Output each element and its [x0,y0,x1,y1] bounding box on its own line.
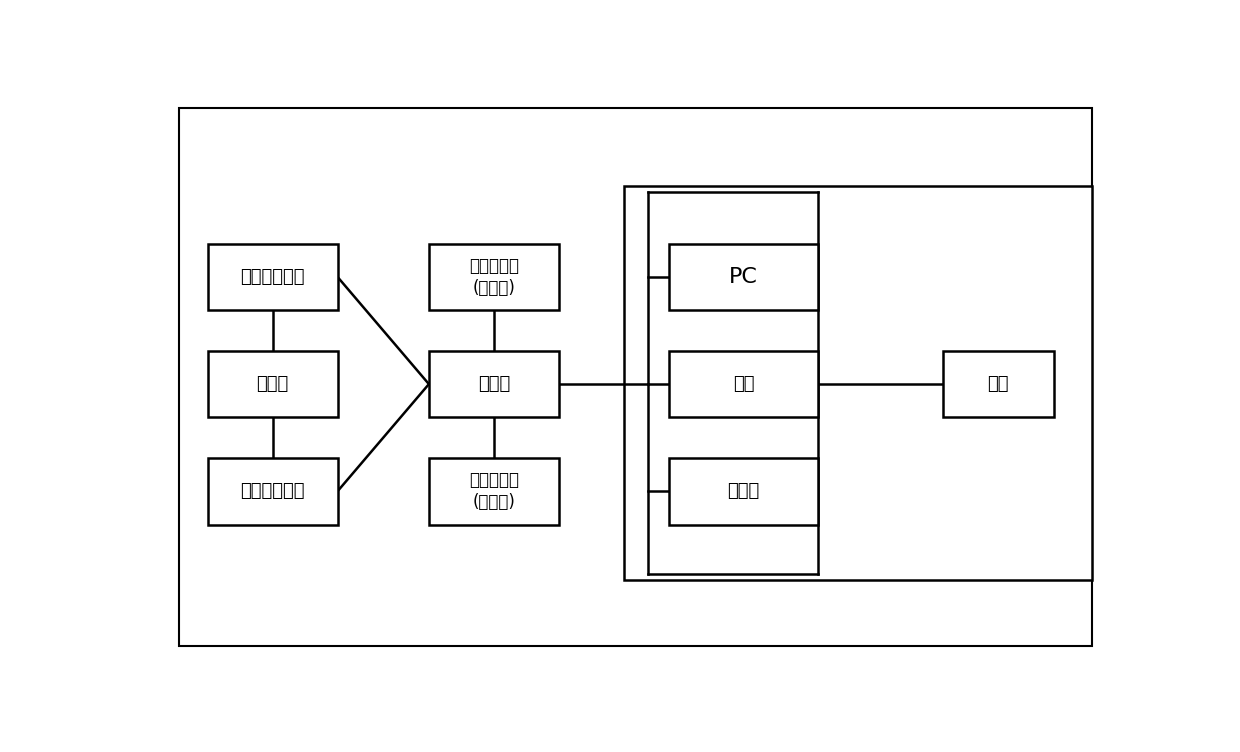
Bar [208,458,337,525]
Text: 监控摄像头
(低压侧): 监控摄像头 (低压侧) [469,471,518,511]
Bar [208,244,337,311]
Text: 手持机: 手持机 [728,482,760,500]
Text: 下端低压开关: 下端低压开关 [241,482,305,500]
Text: 上端高压开关: 上端高压开关 [241,268,305,286]
Bar [208,350,337,417]
Text: 变压器: 变压器 [257,375,289,393]
Bar [942,350,1054,417]
Text: 控制器: 控制器 [477,375,510,393]
Bar [624,186,1092,580]
Bar [670,244,818,311]
Text: PC: PC [729,267,758,287]
Bar [670,350,818,417]
Bar [429,350,558,417]
Bar [429,244,558,311]
Bar [429,458,558,525]
Text: 监控摄像头
(高压侧): 监控摄像头 (高压侧) [469,257,518,297]
Text: 云端: 云端 [987,375,1009,393]
Text: 手机: 手机 [733,375,754,393]
Bar [670,458,818,525]
